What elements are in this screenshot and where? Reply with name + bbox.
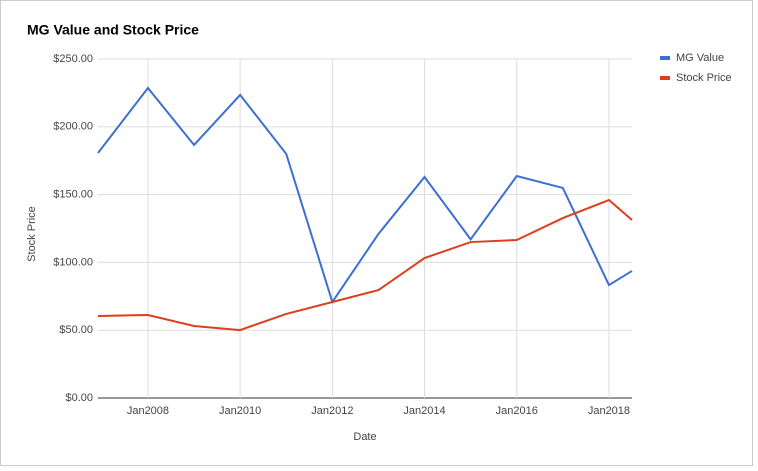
x-tick-label: Jan2014 <box>403 405 445 417</box>
series-line <box>97 86 633 305</box>
y-tick-label: $200.00 <box>53 121 93 133</box>
series-line <box>97 198 633 332</box>
x-tick-label: Jan2018 <box>588 405 630 417</box>
y-tick-label: $150.00 <box>53 189 93 201</box>
y-tick-label: $50.00 <box>59 324 93 336</box>
x-axis-label: Date <box>353 431 376 443</box>
legend-swatch <box>660 76 670 80</box>
x-tick-label: Jan2016 <box>496 405 538 417</box>
y-tick-label: $100.00 <box>53 256 93 268</box>
x-tick-label: Jan2012 <box>311 405 353 417</box>
x-tick-label: Jan2010 <box>219 405 261 417</box>
legend-label: Stock Price <box>676 72 732 84</box>
y-tick-label: $250.00 <box>53 53 93 65</box>
y-tick-label: $0.00 <box>65 392 93 404</box>
legend-swatch <box>660 56 670 60</box>
chart-title: MG Value and Stock Price <box>27 22 199 38</box>
y-axis-label: Stock Price <box>26 206 38 262</box>
legend-label: MG Value <box>676 52 724 64</box>
x-tick-label: Jan2008 <box>127 405 169 417</box>
